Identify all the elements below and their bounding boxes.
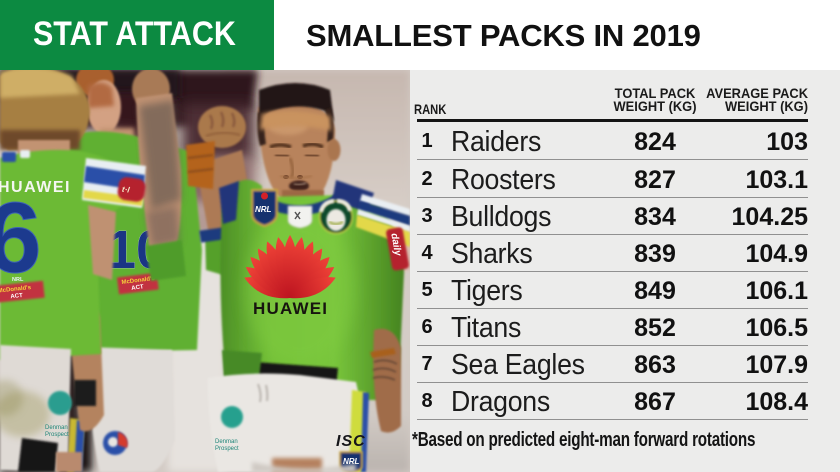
svg-text:6: 6 (0, 182, 42, 294)
svg-text:t·l: t·l (121, 185, 130, 195)
svg-text:Denman: Denman (215, 439, 238, 445)
svg-text:HUAWEI: HUAWEI (253, 299, 328, 318)
svg-text:ACT: ACT (131, 284, 144, 291)
svg-text:ISC: ISC (336, 433, 366, 450)
svg-text:ACT: ACT (10, 293, 23, 300)
svg-text:daily: daily (388, 232, 403, 257)
svg-text:NRL: NRL (12, 277, 24, 283)
svg-text:Prospect: Prospect (45, 432, 69, 438)
svg-text:NRL: NRL (343, 457, 360, 466)
svg-text:HUAWEI: HUAWEI (0, 179, 71, 196)
svg-text:Prospect: Prospect (215, 446, 239, 452)
svg-text:McDonald's: McDonald's (0, 285, 32, 295)
svg-text:Denman: Denman (45, 425, 68, 431)
svg-text:McDonald's: McDonald's (121, 276, 156, 286)
svg-text:NRL: NRL (255, 205, 272, 214)
